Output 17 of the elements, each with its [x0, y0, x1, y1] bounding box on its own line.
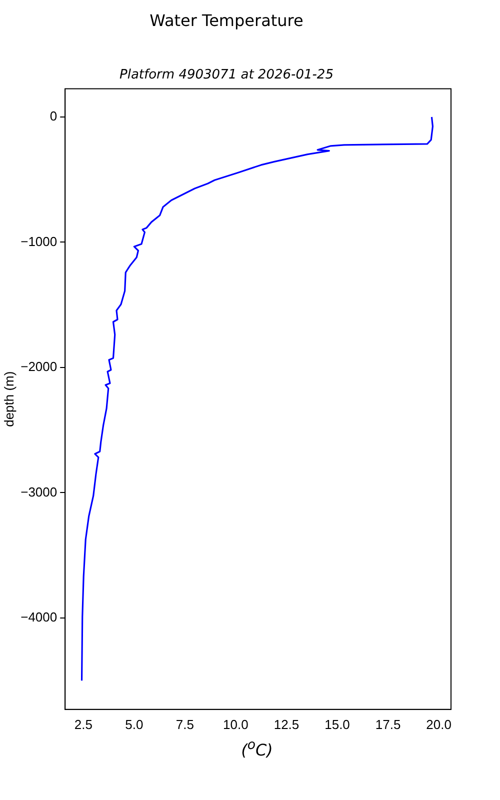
x-tick-label: 20.0 [426, 716, 452, 732]
x-tick-label: 17.5 [375, 716, 401, 732]
x-tick-label: 5.0 [125, 716, 144, 732]
x-axis-title: ($^{o}$C) [240, 738, 274, 760]
y-tick-label: −4000 [20, 610, 58, 625]
y-tick-label: −3000 [20, 484, 58, 500]
y-axis-title: depth (m) [1, 371, 16, 427]
x-tick-label: 2.5 [74, 716, 92, 732]
x-tick-label: 10.0 [223, 716, 248, 732]
x-tick-label: 7.5 [176, 716, 194, 732]
x-tick-label: 15.0 [324, 716, 350, 732]
x-tick-label: 12.5 [274, 716, 300, 732]
chart-title: Water Temperature [150, 10, 304, 30]
y-tick-label: −2000 [20, 359, 58, 374]
chart-subtitle: Platform 4903071 at 2026-01-25 [120, 67, 334, 82]
y-tick-label: 0 [50, 108, 58, 124]
y-tick-label: −1000 [20, 234, 58, 249]
